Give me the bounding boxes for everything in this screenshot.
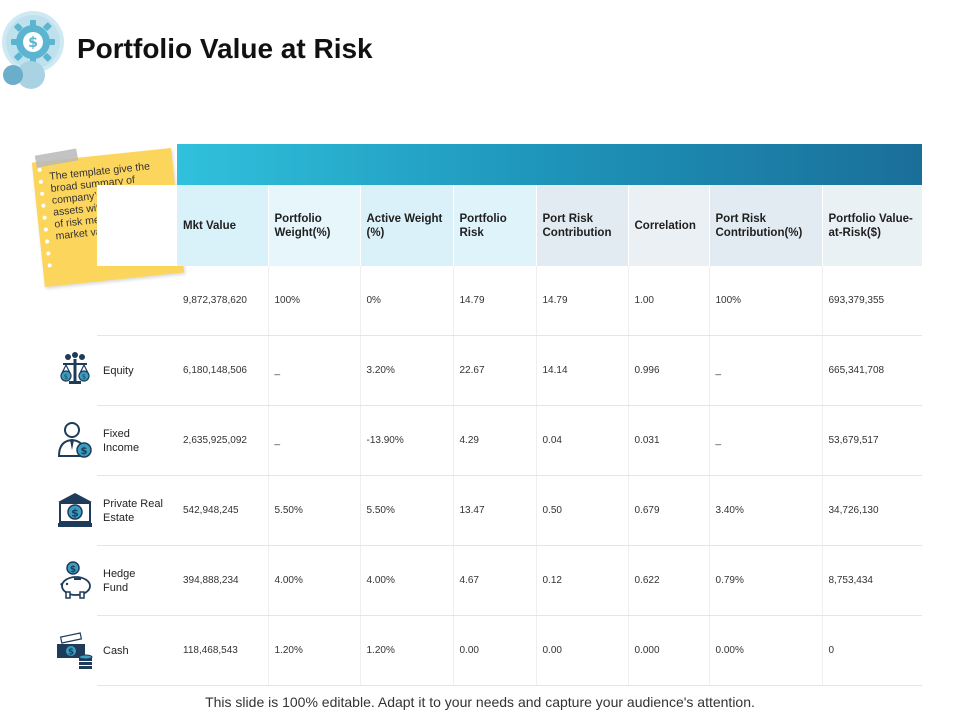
cell: 0% xyxy=(360,266,454,336)
cell: _ xyxy=(268,405,361,476)
cell: 0.04 xyxy=(536,405,629,476)
cell: 6,180,148,506 xyxy=(177,335,269,406)
row-label: Hedge Fund xyxy=(103,567,136,594)
cell: 542,948,245 xyxy=(177,475,269,546)
cell: 1.20% xyxy=(360,615,454,686)
bank-building-icon: $ xyxy=(55,490,95,530)
header-active-weight: Active Weight (%) xyxy=(360,185,454,266)
cell: 14.79 xyxy=(536,266,629,336)
table-row-private-real-estate: $ Private Real Estate 542,948,245 5.50% … xyxy=(58,475,922,546)
cell: 0.00 xyxy=(536,615,629,686)
svg-text:$: $ xyxy=(64,373,68,381)
row-label: Cash xyxy=(103,644,129,657)
cell: 9,872,378,620 xyxy=(177,266,269,336)
cell: 3.20% xyxy=(360,335,454,406)
logo-gear-dollar-icon: $ xyxy=(0,5,70,90)
footer-text: This slide is 100% editable. Adapt it to… xyxy=(205,694,755,710)
header-port-risk-contribution-pct: Port Risk Contribution(%) xyxy=(709,185,823,266)
cell: 13.47 xyxy=(453,475,537,546)
row-label-cell: $ $ Equity xyxy=(60,335,177,406)
cell: 14.14 xyxy=(536,335,629,406)
businessman-dollar-icon: $ xyxy=(55,420,95,460)
cell: 0.996 xyxy=(628,335,710,406)
table-row-cash: $ Cash 118,468,543 1.20% 1.20% 0.00 0.00… xyxy=(57,615,922,686)
cell: 0.031 xyxy=(628,405,710,476)
cell: _ xyxy=(268,335,361,406)
cell: -13.90% xyxy=(360,405,454,476)
cell: 0.679 xyxy=(628,475,710,546)
cell: 0 xyxy=(822,615,922,686)
svg-text:$: $ xyxy=(82,373,86,381)
cell: 4.29 xyxy=(453,405,537,476)
cell: 0.00 xyxy=(453,615,537,686)
header-port-risk-contribution: Port Risk Contribution xyxy=(536,185,629,266)
cell: 118,468,543 xyxy=(177,615,269,686)
header-portfolio-risk: Portfolio Risk xyxy=(453,185,537,266)
cell: 14.79 xyxy=(453,266,537,336)
row-label-cell: $ Cash xyxy=(57,615,177,686)
cell: 4.00% xyxy=(360,545,454,616)
cell: 3.40% xyxy=(709,475,823,546)
cell: 693,379,355 xyxy=(822,266,922,336)
cell: 22.67 xyxy=(453,335,537,406)
piggy-bank-icon: $ xyxy=(55,560,95,600)
risk-table: Mkt Value Portfolio Weight(%) Active Wei… xyxy=(57,185,922,686)
svg-text:$: $ xyxy=(70,565,76,575)
tape-strip xyxy=(34,148,79,168)
cell: 665,341,708 xyxy=(822,335,922,406)
row-label-cell: $ Hedge Fund xyxy=(60,545,177,616)
cell: 53,679,517 xyxy=(822,405,922,476)
cell: 100% xyxy=(268,266,361,336)
cell: 5.50% xyxy=(360,475,454,546)
cell: 1.00 xyxy=(628,266,710,336)
svg-text:$: $ xyxy=(68,648,74,658)
svg-text:$: $ xyxy=(71,507,79,520)
header-band xyxy=(177,144,922,185)
header-mkt-value: Mkt Value xyxy=(177,185,269,266)
row-label: Equity xyxy=(103,364,134,377)
row-label: Fixed Income xyxy=(103,427,140,454)
row-label-cell: $ Private Real Estate xyxy=(58,475,177,546)
cell: 34,726,130 xyxy=(822,475,922,546)
cell: _ xyxy=(709,405,823,476)
cell: 0.622 xyxy=(628,545,710,616)
cell: 0.50 xyxy=(536,475,629,546)
header-portfolio-weight: Portfolio Weight(%) xyxy=(268,185,361,266)
table-row-hedge-fund: $ Hedge Fund 394,888,234 4.00% 4.00% xyxy=(60,545,922,616)
row-label-cell: $ Fixed Income xyxy=(57,405,177,476)
cell: 0.12 xyxy=(536,545,629,616)
svg-text:$: $ xyxy=(28,35,38,51)
table-row-total: 9,872,378,620 100% 0% 14.79 14.79 1.00 1… xyxy=(97,266,922,336)
table-row-fixed-income: $ Fixed Income 2,635,925,092 _ -13.90% 4… xyxy=(57,405,922,476)
cell: 4.67 xyxy=(453,545,537,616)
cell: 4.00% xyxy=(268,545,361,616)
header-portfolio-var: Portfolio Value-at-Risk($) xyxy=(822,185,922,266)
cell: 0.00% xyxy=(709,615,823,686)
cell: 8,753,434 xyxy=(822,545,922,616)
row-label-cell xyxy=(97,266,177,336)
cell: 394,888,234 xyxy=(177,545,269,616)
cash-coins-icon: $ xyxy=(55,630,95,670)
header-correlation: Correlation xyxy=(628,185,710,266)
header-blank xyxy=(97,185,177,266)
cell: 0.79% xyxy=(709,545,823,616)
cell: 0.000 xyxy=(628,615,710,686)
header-row: Mkt Value Portfolio Weight(%) Active Wei… xyxy=(97,185,922,266)
cell: 5.50% xyxy=(268,475,361,546)
cell: 100% xyxy=(709,266,823,336)
cell: 2,635,925,092 xyxy=(177,405,269,476)
cell: _ xyxy=(709,335,823,406)
page-title: Portfolio Value at Risk xyxy=(77,33,373,64)
cell: 1.20% xyxy=(268,615,361,686)
scales-icon: $ $ xyxy=(55,350,95,390)
svg-text:$: $ xyxy=(81,446,88,457)
row-label: Private Real Estate xyxy=(103,497,163,524)
table-row-equity: $ $ Equity 6,180,148,506 _ 3.20% 22.67 1… xyxy=(60,335,922,406)
